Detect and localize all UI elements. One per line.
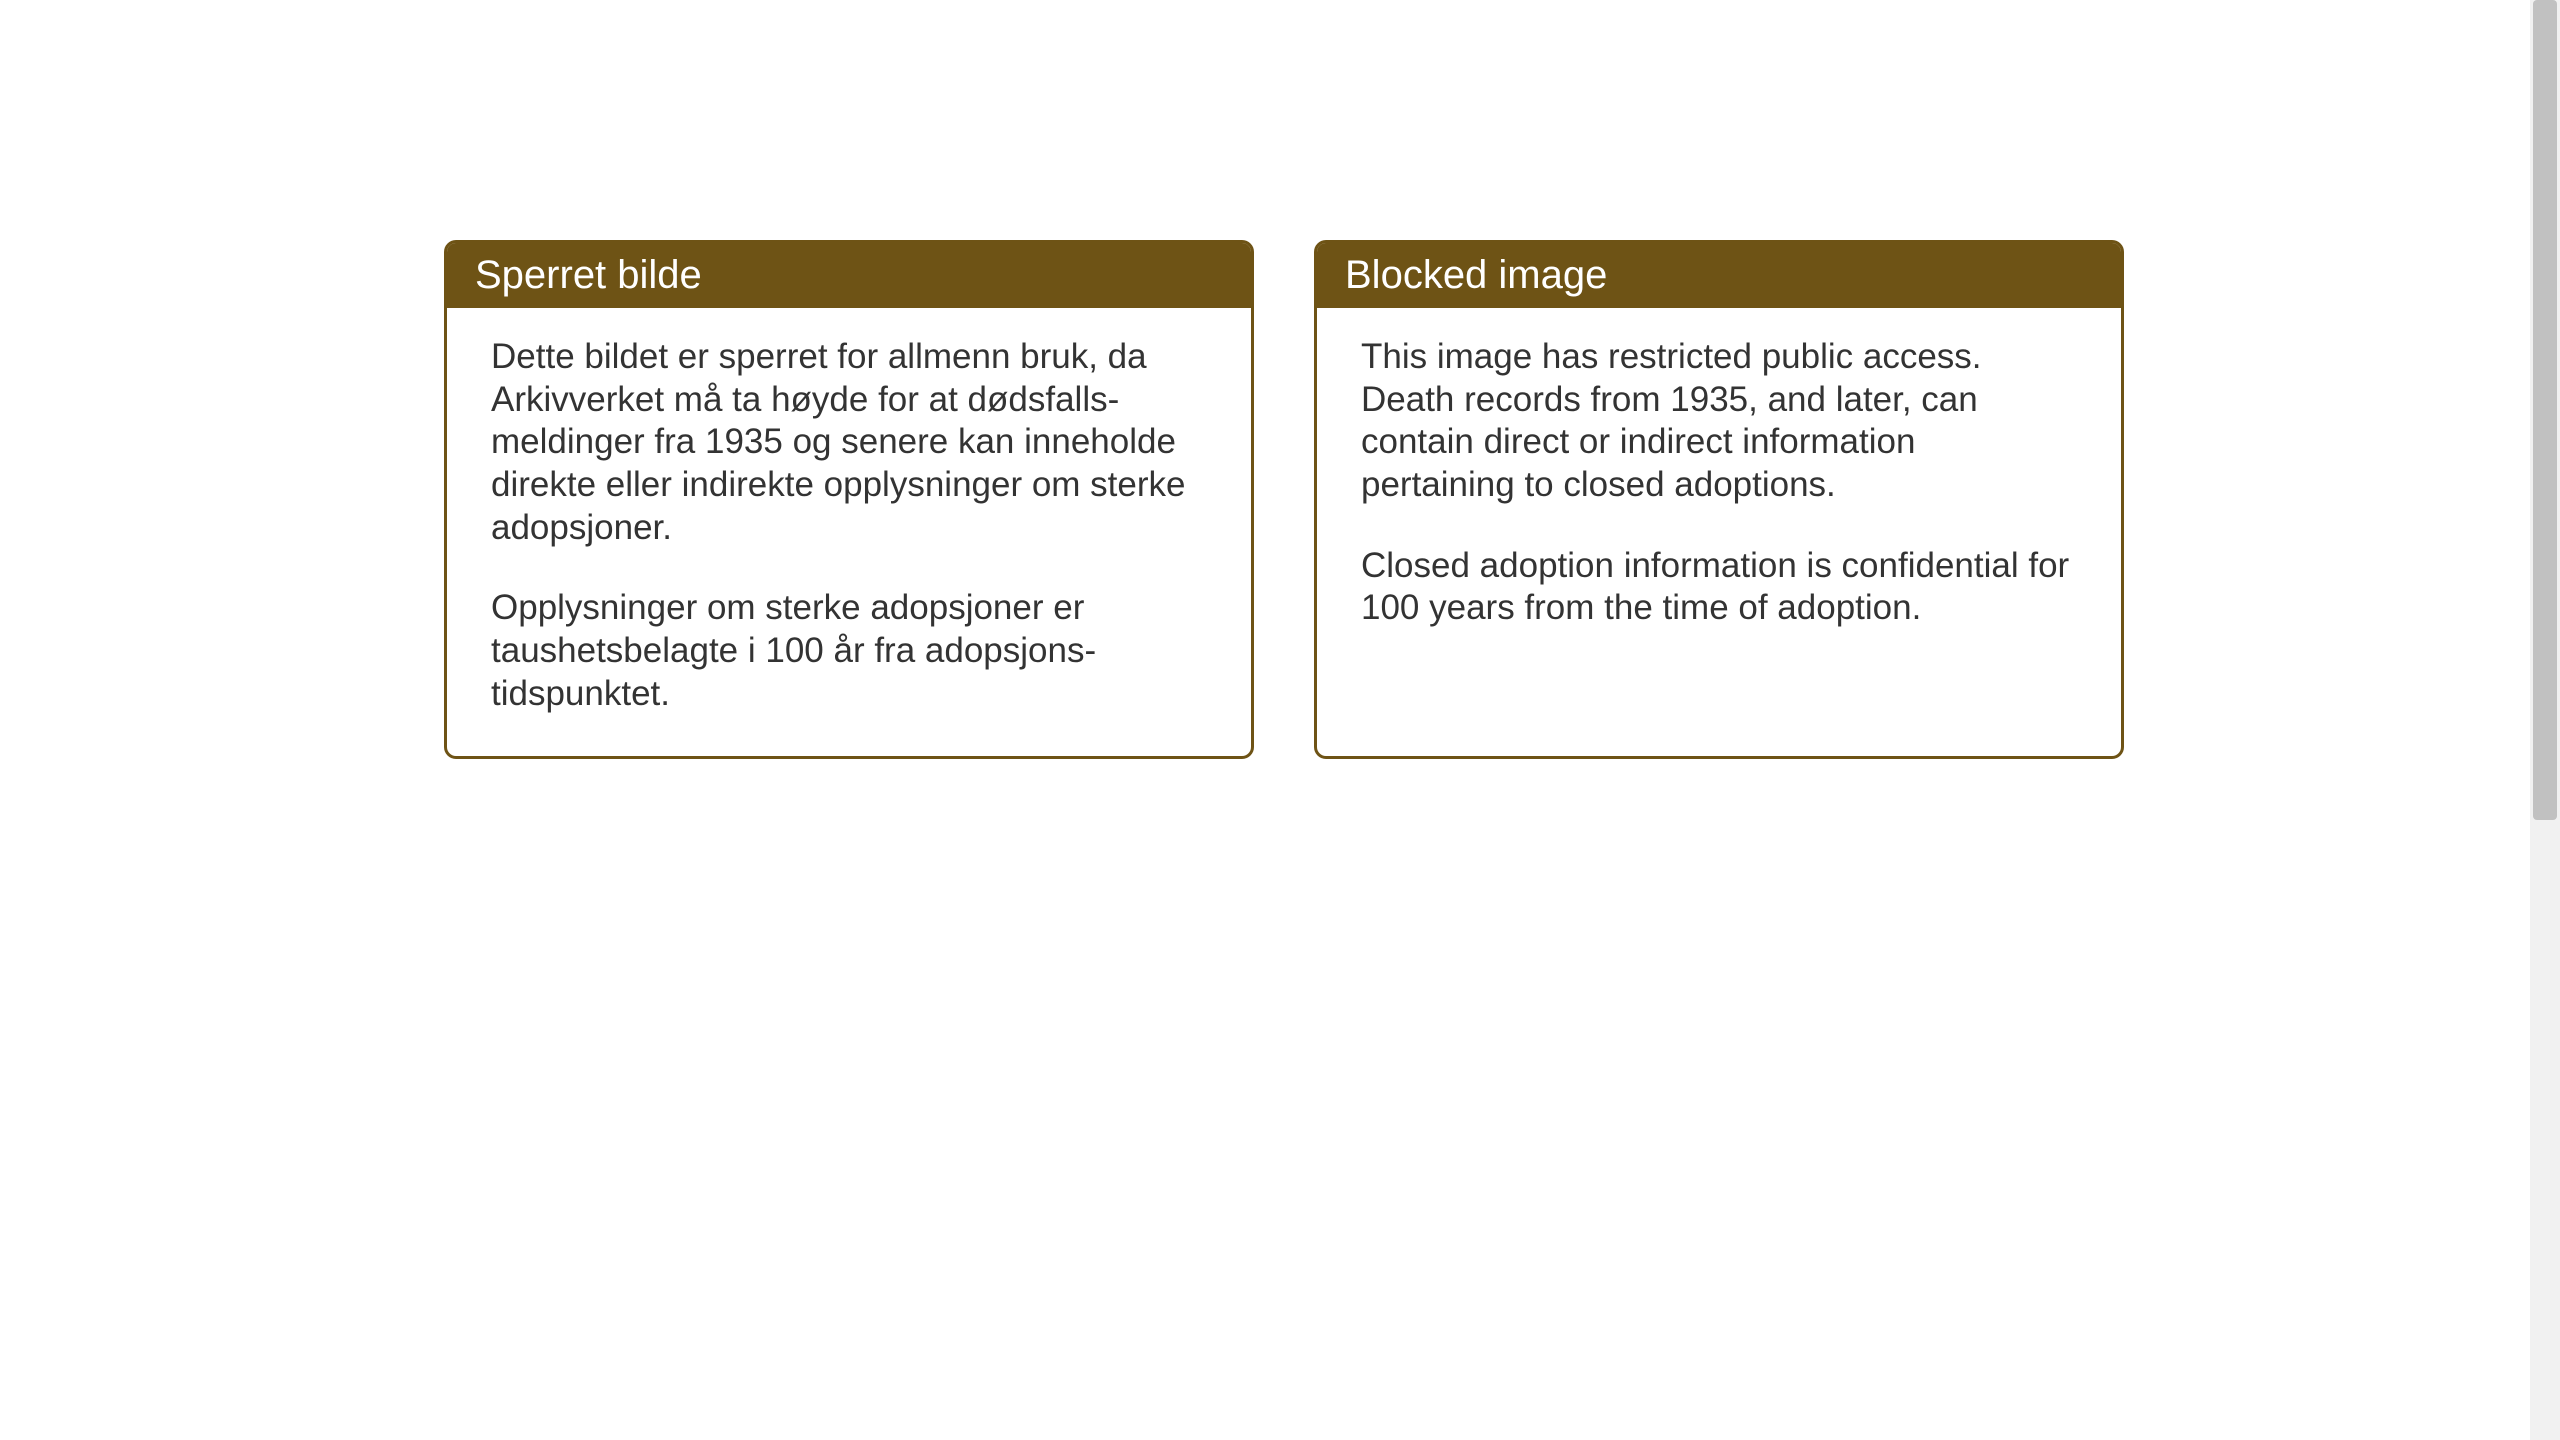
notice-header-norwegian: Sperret bilde	[447, 243, 1251, 308]
notice-body-norwegian: Dette bildet er sperret for allmenn bruk…	[447, 308, 1251, 756]
scrollbar-track[interactable]	[2530, 0, 2560, 1440]
notice-header-english: Blocked image	[1317, 243, 2121, 308]
notice-paragraph: Closed adoption information is confident…	[1361, 545, 2077, 630]
notice-card-norwegian: Sperret bilde Dette bildet er sperret fo…	[444, 240, 1254, 759]
notice-paragraph: Opplysninger om sterke adopsjoner er tau…	[491, 587, 1207, 715]
scrollbar-thumb[interactable]	[2533, 0, 2557, 820]
notice-title: Sperret bilde	[475, 253, 702, 297]
notice-paragraph: This image has restricted public access.…	[1361, 336, 2077, 507]
notice-paragraph: Dette bildet er sperret for allmenn bruk…	[491, 336, 1207, 549]
notice-title: Blocked image	[1345, 253, 1607, 297]
notice-card-english: Blocked image This image has restricted …	[1314, 240, 2124, 759]
notice-container: Sperret bilde Dette bildet er sperret fo…	[444, 240, 2124, 759]
notice-body-english: This image has restricted public access.…	[1317, 308, 2121, 670]
